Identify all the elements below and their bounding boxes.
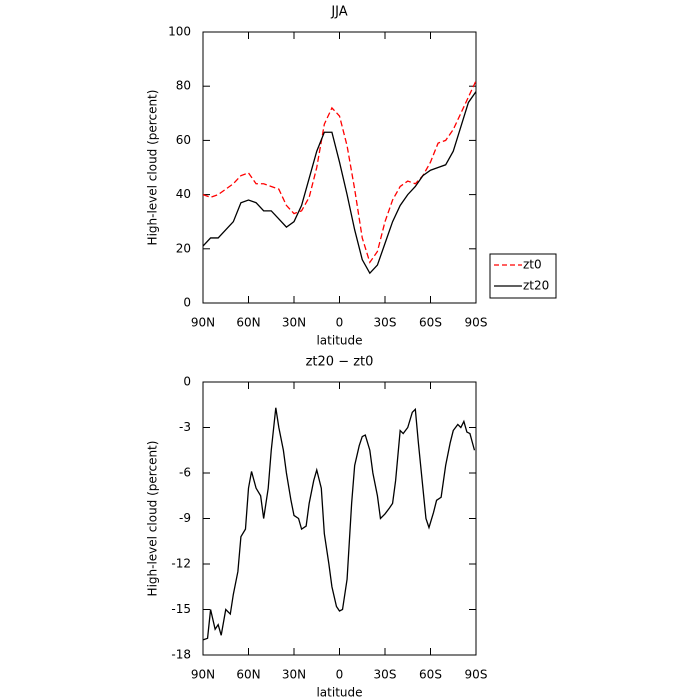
x-tick-label: 0 xyxy=(336,316,344,330)
y-tick-label: 80 xyxy=(176,79,191,93)
x-tick-label: 60S xyxy=(419,668,442,682)
x-tick-label: 0 xyxy=(336,668,344,682)
y-tick-label: 0 xyxy=(183,296,191,310)
y-axis-label: High-level cloud (percent) xyxy=(146,441,160,597)
y-tick-label: 0 xyxy=(183,375,191,389)
y-tick-label: 100 xyxy=(168,25,191,39)
chart-title: JJA xyxy=(330,5,347,20)
x-tick-label: 90S xyxy=(465,668,488,682)
x-axis-label: latitude xyxy=(316,334,362,348)
data-line xyxy=(202,91,477,275)
y-tick-label: 60 xyxy=(176,133,191,147)
x-tick-label: 60S xyxy=(419,316,442,330)
x-tick-label: 30N xyxy=(282,668,306,682)
legend-box xyxy=(489,253,557,299)
x-axis-label: latitude xyxy=(316,686,362,700)
data-line xyxy=(202,80,477,264)
x-tick-label: 60N xyxy=(236,316,260,330)
x-tick-label: 30N xyxy=(282,316,306,330)
y-axis-label: High-level cloud (percent) xyxy=(146,90,160,246)
plot-frame xyxy=(202,381,477,656)
x-tick-label: 30S xyxy=(374,668,397,682)
y-tick-label: -15 xyxy=(171,602,191,616)
x-tick-label: 90S xyxy=(465,316,488,330)
chart-title: zt20 − zt0 xyxy=(306,355,374,370)
x-tick-label: 90N xyxy=(191,316,215,330)
y-tick-label: -3 xyxy=(179,420,191,434)
x-tick-label: 90N xyxy=(191,668,215,682)
x-tick-label: 60N xyxy=(236,668,260,682)
y-tick-label: -6 xyxy=(179,466,191,480)
legend-label: zt0 xyxy=(523,258,542,272)
y-tick-label: -9 xyxy=(179,511,191,525)
y-tick-label: 40 xyxy=(176,187,191,201)
legend-label: zt20 xyxy=(523,279,549,293)
data-line xyxy=(202,407,476,641)
y-tick-label: 20 xyxy=(176,241,191,255)
y-tick-label: -12 xyxy=(171,557,191,571)
x-tick-label: 30S xyxy=(374,316,397,330)
y-tick-label: -18 xyxy=(171,648,191,662)
plot-frame xyxy=(202,31,477,304)
